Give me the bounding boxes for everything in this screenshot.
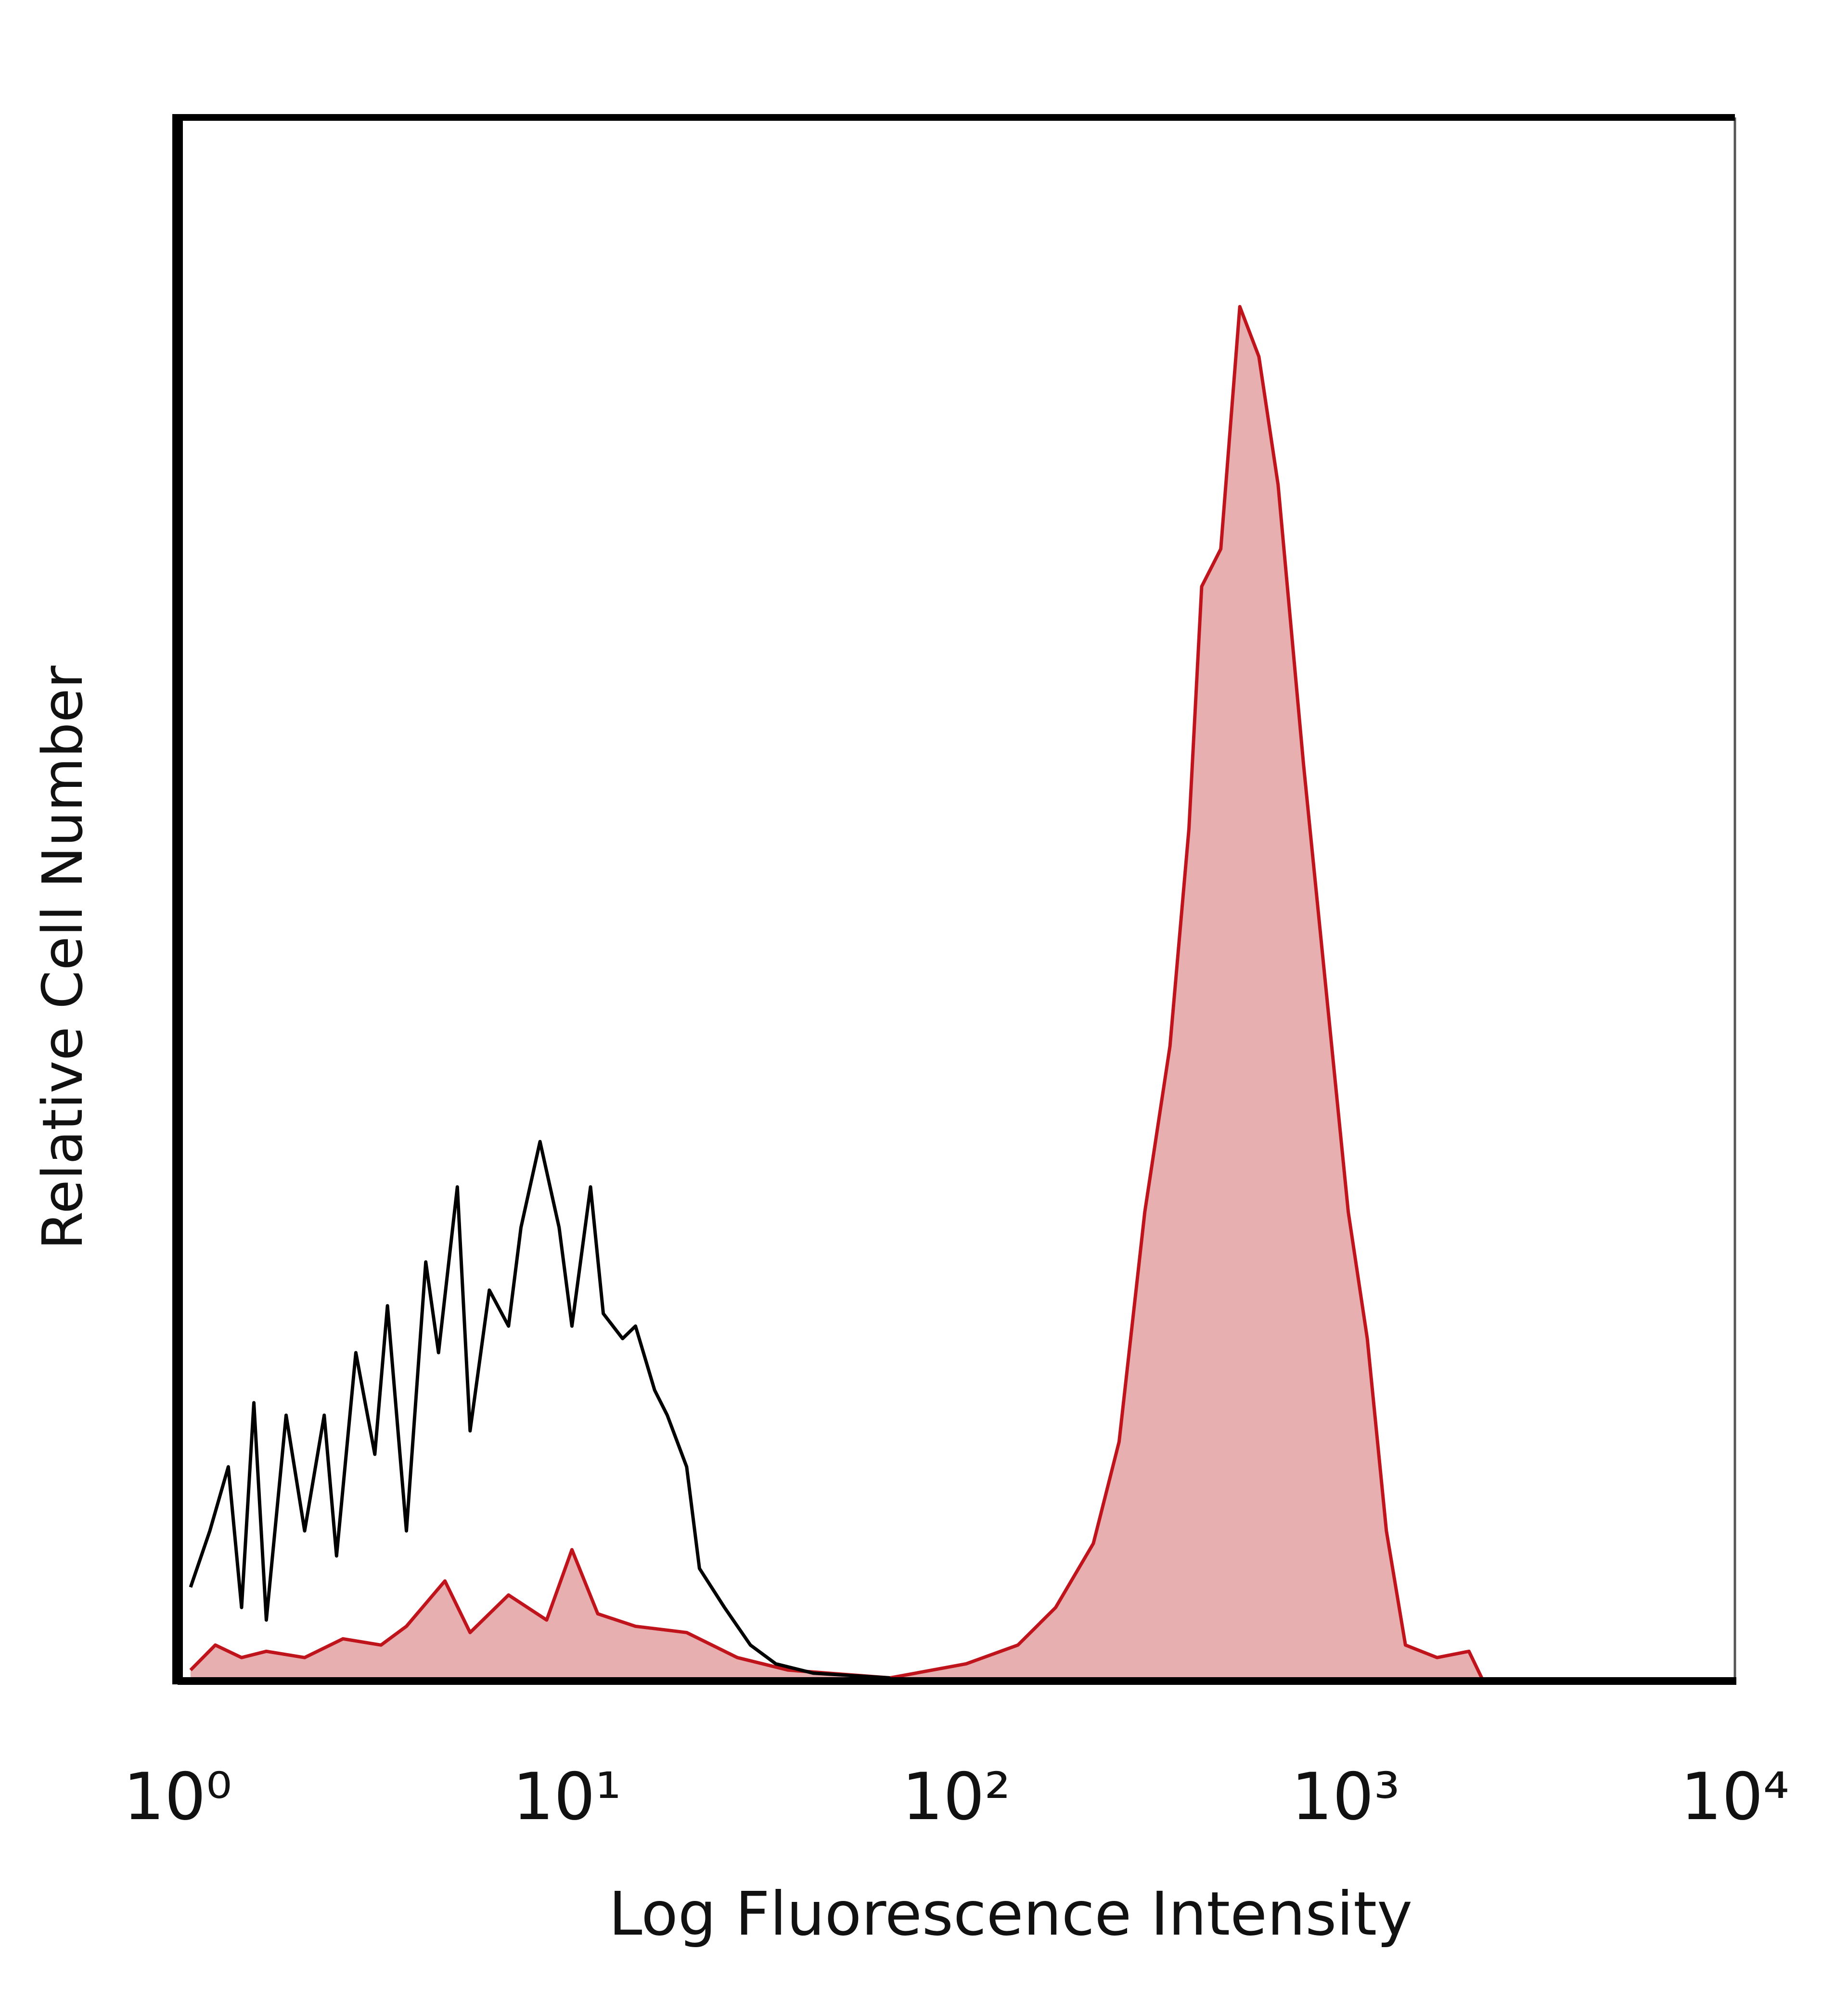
histogram-line — [189, 1140, 890, 1680]
x-tick-label: 10⁰ — [123, 1759, 232, 1835]
y-axis-label: Relative Cell Number — [31, 665, 95, 1250]
x-axis-label: Log Fluorescence Intensity — [609, 1879, 1412, 1949]
x-tick-label: 10¹ — [513, 1759, 621, 1835]
histogram-line — [189, 305, 1484, 1680]
x-tick-label: 10² — [902, 1759, 1011, 1835]
x-tick-label: 10⁴ — [1681, 1759, 1789, 1835]
area-fill — [191, 307, 1482, 1681]
x-tick-label: 10³ — [1291, 1759, 1400, 1835]
